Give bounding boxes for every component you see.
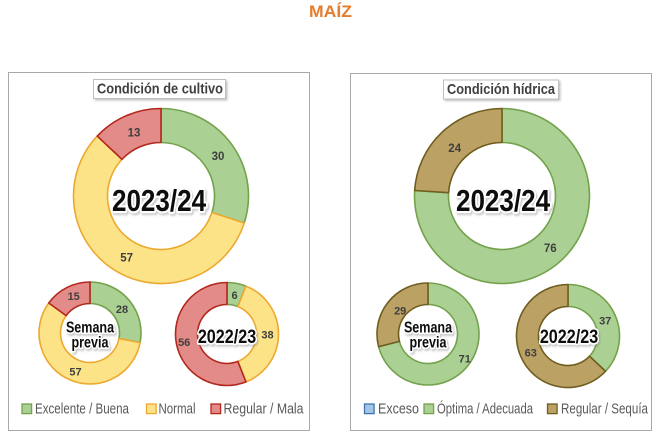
svg-text:63: 63 — [525, 348, 537, 360]
svg-text:Regular / Mala: Regular / Mala — [224, 402, 305, 418]
svg-text:6: 6 — [232, 290, 238, 302]
svg-text:28: 28 — [116, 304, 128, 316]
svg-text:76: 76 — [544, 243, 557, 255]
svg-text:Semana: Semana — [404, 318, 452, 336]
svg-text:previa: previa — [410, 333, 447, 351]
svg-text:24: 24 — [448, 143, 461, 155]
svg-text:57: 57 — [120, 253, 133, 265]
svg-text:13: 13 — [128, 127, 141, 139]
svg-text:2022/23: 2022/23 — [198, 326, 257, 348]
svg-text:56: 56 — [178, 337, 190, 349]
svg-text:Normal: Normal — [159, 402, 196, 418]
svg-text:15: 15 — [68, 291, 80, 303]
svg-text:Excelente / Buena: Excelente / Buena — [35, 402, 130, 418]
svg-text:71: 71 — [459, 354, 471, 366]
svg-text:57: 57 — [69, 366, 81, 378]
svg-text:Exceso: Exceso — [378, 402, 419, 418]
svg-text:2023/24: 2023/24 — [112, 184, 206, 219]
svg-text:29: 29 — [394, 305, 406, 317]
svg-text:Regular / Sequía: Regular / Sequía — [561, 402, 649, 418]
svg-text:38: 38 — [261, 330, 273, 342]
svg-text:2023/24: 2023/24 — [456, 184, 550, 219]
svg-text:37: 37 — [599, 316, 611, 328]
svg-text:2022/23: 2022/23 — [540, 326, 599, 348]
svg-text:previa: previa — [72, 333, 109, 351]
svg-text:Condición de cultivo: Condición de cultivo — [97, 81, 223, 98]
svg-text:MAÍZ: MAÍZ — [309, 2, 352, 21]
svg-text:Semana: Semana — [66, 318, 114, 336]
svg-text:30: 30 — [212, 151, 225, 163]
svg-text:Óptima / Adecuada: Óptima / Adecuada — [437, 401, 534, 418]
svg-text:Condición hídrica: Condición hídrica — [447, 81, 556, 98]
